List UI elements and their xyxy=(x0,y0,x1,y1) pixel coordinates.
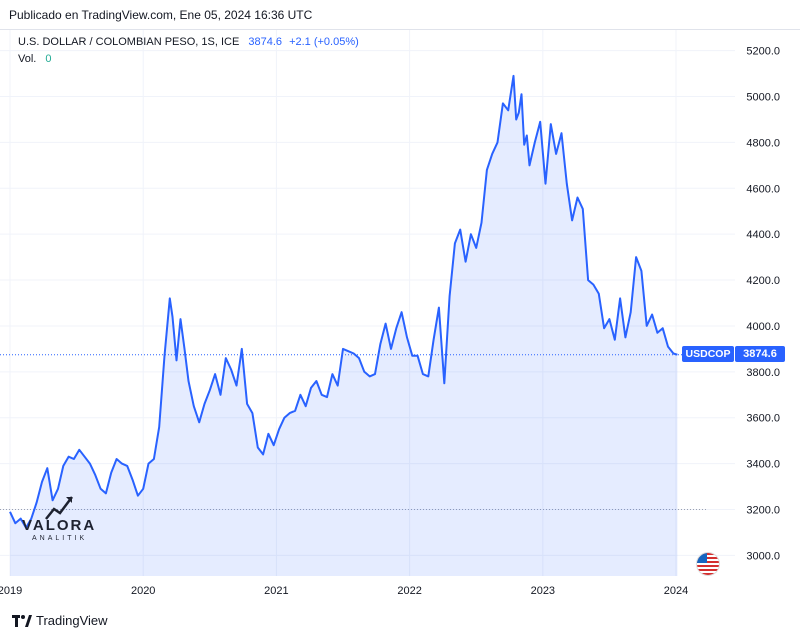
watermark-main: VALORA xyxy=(22,517,97,534)
y-tick-label: 5000.0 xyxy=(746,92,780,104)
y-tick-label: 4600.0 xyxy=(746,183,780,195)
volume-value: 0 xyxy=(45,53,52,65)
y-tick-label: 3400.0 xyxy=(746,459,780,471)
price-chart[interactable]: 3000.0 3200.0 3400.0 3600.0 3800.0 4000.0 4200… xyxy=(0,30,800,604)
x-tick-label: 2020 xyxy=(131,585,155,597)
symbol-name: U.S. DOLLAR / COLOMBIAN PESO, 1S, ICE xyxy=(18,36,240,48)
chart-area[interactable]: 3000.0 3200.0 3400.0 3600.0 3800.0 4000.0 4200… xyxy=(0,30,800,604)
y-tick-label: 4800.0 xyxy=(746,137,780,149)
price-area xyxy=(10,75,678,577)
grid-lines xyxy=(0,30,735,576)
symbol-legend[interactable]: U.S. DOLLAR / COLOMBIAN PESO, 1S, ICE 38… xyxy=(18,36,359,48)
price-tag: 3874.6 xyxy=(735,346,785,362)
watermark-chart-icon xyxy=(45,496,73,520)
last-price: 3874.6 xyxy=(248,36,283,48)
us-flag-icon[interactable] xyxy=(696,552,720,576)
footer-brand-text: TradingView xyxy=(36,613,108,628)
y-tick-label: 5200.0 xyxy=(746,46,780,58)
flag-graphic xyxy=(697,553,719,575)
price-change: +2.1 (+0.05%) xyxy=(289,36,359,48)
published-text: Publicado en TradingView.com, Ene 05, 20… xyxy=(9,8,313,22)
y-tick-label: 3600.0 xyxy=(746,413,780,425)
y-tick-label: 3000.0 xyxy=(746,550,780,562)
x-axis-ticks: 2019 2020 2021 2022 2023 2024 xyxy=(0,585,688,597)
published-bar: Publicado en TradingView.com, Ene 05, 20… xyxy=(0,0,800,30)
footer-brand[interactable]: TradingView xyxy=(12,613,108,628)
x-tick-label: 2022 xyxy=(397,585,421,597)
tradingview-logo-icon xyxy=(12,614,32,627)
x-tick-label: 2024 xyxy=(664,585,688,597)
y-axis-ticks: 3000.0 3200.0 3400.0 3600.0 3800.0 4000.0 4200… xyxy=(746,46,780,563)
y-tick-label: 3200.0 xyxy=(746,504,780,516)
watermark-sub: ANALITIK xyxy=(32,535,88,542)
x-tick-label: 2021 xyxy=(264,585,288,597)
y-tick-label: 4400.0 xyxy=(746,229,780,241)
y-tick-label: 4000.0 xyxy=(746,321,780,333)
ticker-tag: USDCOP xyxy=(682,346,734,362)
y-tick-label: 4200.0 xyxy=(746,275,780,287)
volume-legend: Vol. 0 xyxy=(18,53,52,65)
x-tick-label: 2019 xyxy=(0,585,22,597)
price-line xyxy=(9,74,678,529)
y-tick-label: 3800.0 xyxy=(746,367,780,379)
x-tick-label: 2023 xyxy=(531,585,555,597)
header-divider xyxy=(0,29,800,30)
volume-label: Vol. xyxy=(18,53,37,65)
